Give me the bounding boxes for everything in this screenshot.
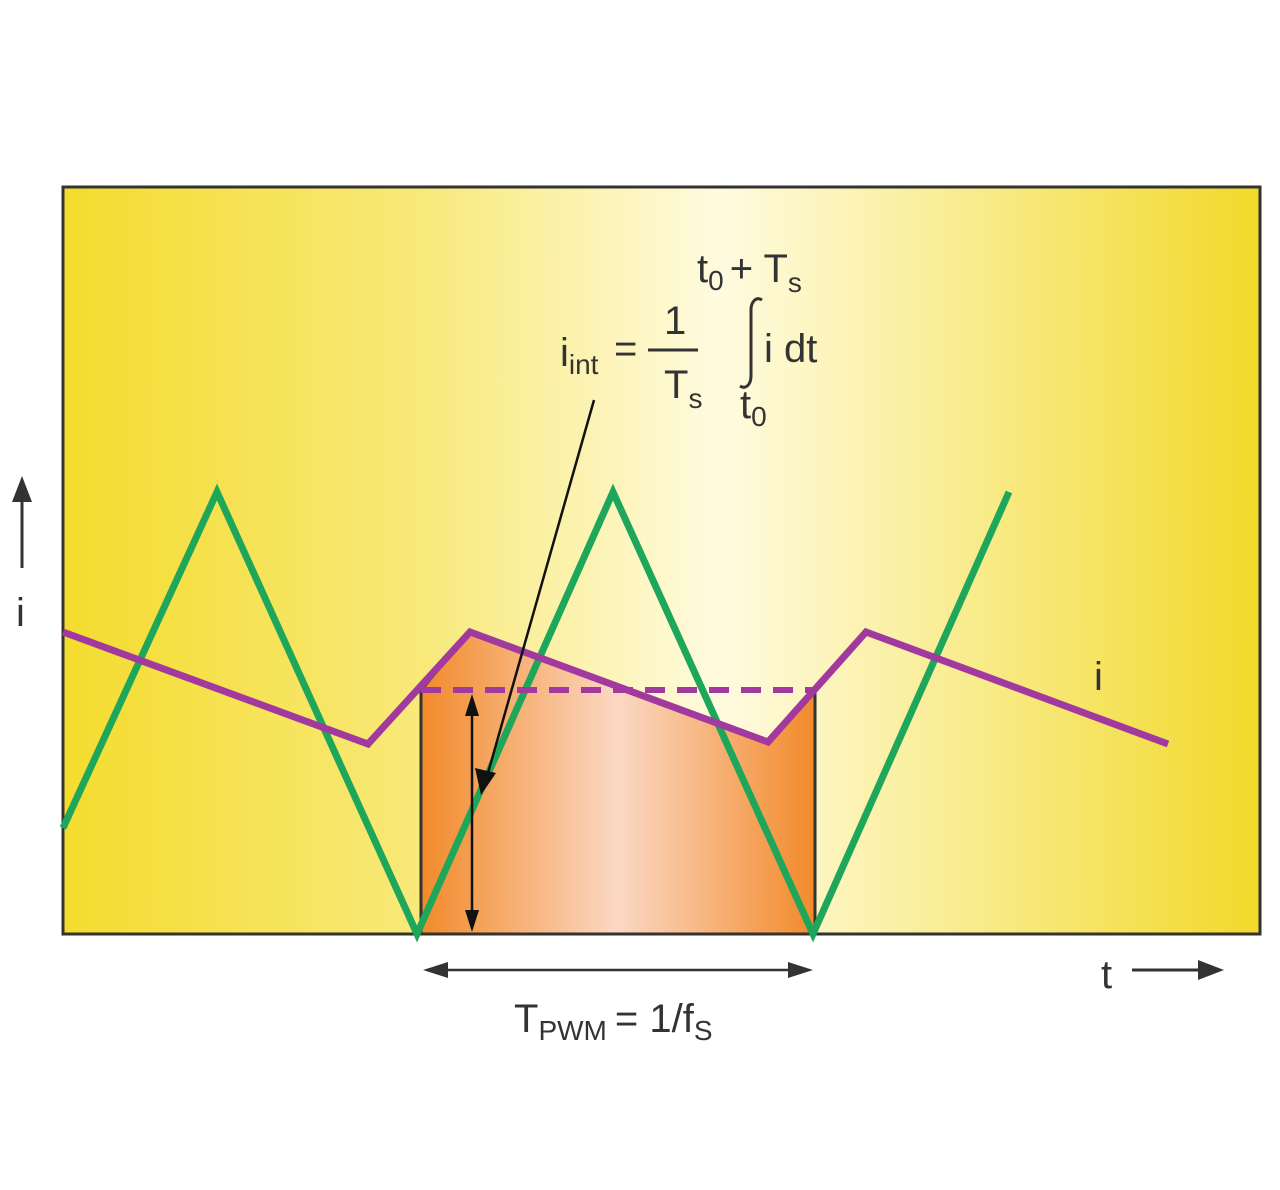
y-axis-label: i xyxy=(16,591,25,635)
formula-upper-limit: t0 + Ts xyxy=(697,247,802,298)
period-double-arrow xyxy=(423,962,813,978)
formula-numerator: 1 xyxy=(664,299,686,343)
integral-formula: iint = 1 Ts t0 + Ts i dt t0 xyxy=(560,247,817,432)
formula-integrand: i dt xyxy=(764,327,817,371)
integral-height-double-arrow xyxy=(465,694,479,932)
triangle-carrier-line xyxy=(59,483,1013,943)
integral-sign-icon xyxy=(739,297,763,389)
arrow-right-icon xyxy=(1132,960,1224,980)
x-axis-label: t xyxy=(1101,953,1112,997)
formula-pointer-arrow xyxy=(475,399,596,795)
formula-lower-limit: t0 xyxy=(740,383,767,432)
formula-equals: = xyxy=(614,327,637,371)
period-label: TPWM = 1/fS xyxy=(514,997,713,1046)
formula-denominator: Ts xyxy=(664,363,702,414)
formula-lhs: iint xyxy=(560,331,599,380)
arrow-up-icon xyxy=(12,476,32,568)
current-curve-label: i xyxy=(1094,655,1103,699)
